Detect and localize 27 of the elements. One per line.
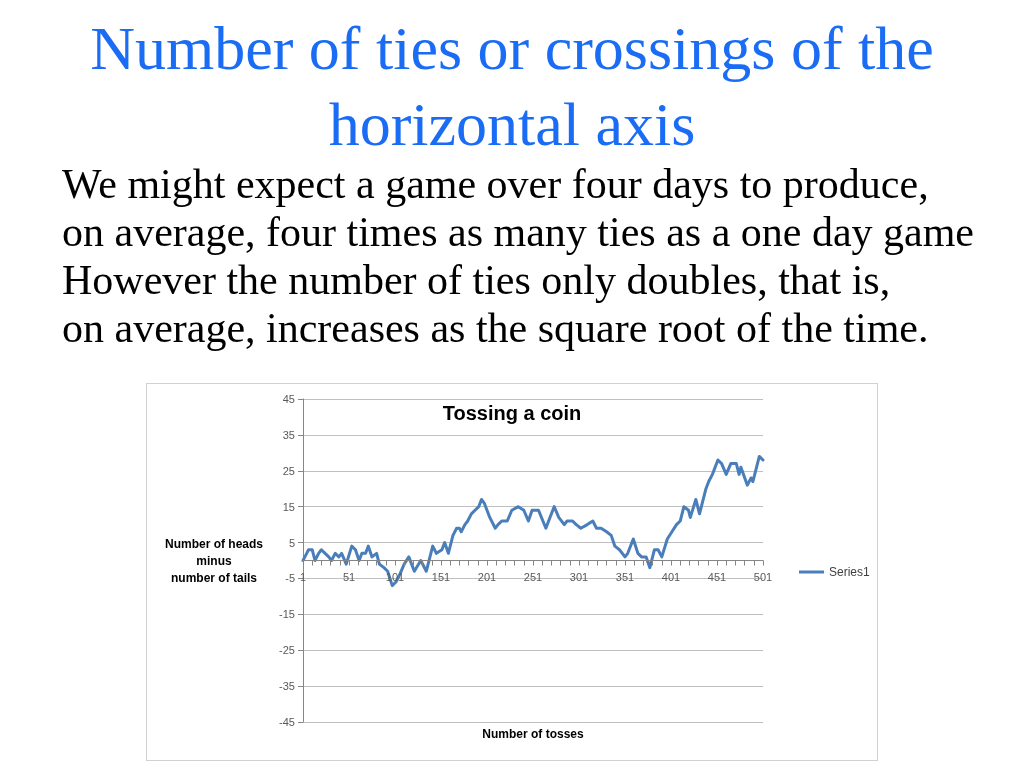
y-tick-label: 45 (282, 393, 295, 405)
y-tick-label: -5 (285, 572, 295, 585)
x-tick-label: 351 (615, 571, 635, 583)
legend-label: Series1 (829, 565, 871, 579)
x-tick-label: 401 (661, 571, 681, 583)
y-tick-label: 5 (288, 536, 295, 549)
y-tick-label: -45 (279, 716, 295, 728)
y-tick-label: 35 (282, 428, 295, 441)
x-tick-label: 301 (569, 571, 589, 583)
y-tick-label: -35 (279, 680, 295, 693)
x-tick-label: 501 (753, 571, 773, 583)
y-tick-label: 15 (282, 500, 295, 513)
y-tick-label: 25 (282, 464, 295, 477)
x-tick-label: 451 (707, 571, 727, 583)
x-axis-title: Number of tosses (482, 727, 584, 741)
text: Number of ties or crossings of the horizontal axis (89, 13, 935, 160)
x-tick-label: 151 (431, 571, 451, 583)
y-tick-label: -15 (279, 608, 295, 621)
y-tick-label: -25 (279, 644, 295, 657)
x-tick-label: 251 (523, 571, 543, 583)
chart-title: Tossing a coin (442, 402, 582, 424)
text: However the number of ties only doubles, that is, on average, increases as the square root of the time. (62, 256, 930, 352)
text: We might expect a game over four days to produce, on average, four times as many ties as a one day game (62, 160, 975, 256)
x-tick-label: 201 (477, 571, 497, 583)
x-tick-label: 51 (342, 571, 356, 583)
y-axis-title: Number of heads minus number of tails (164, 536, 264, 585)
x-tick-label: 1 (299, 571, 307, 583)
